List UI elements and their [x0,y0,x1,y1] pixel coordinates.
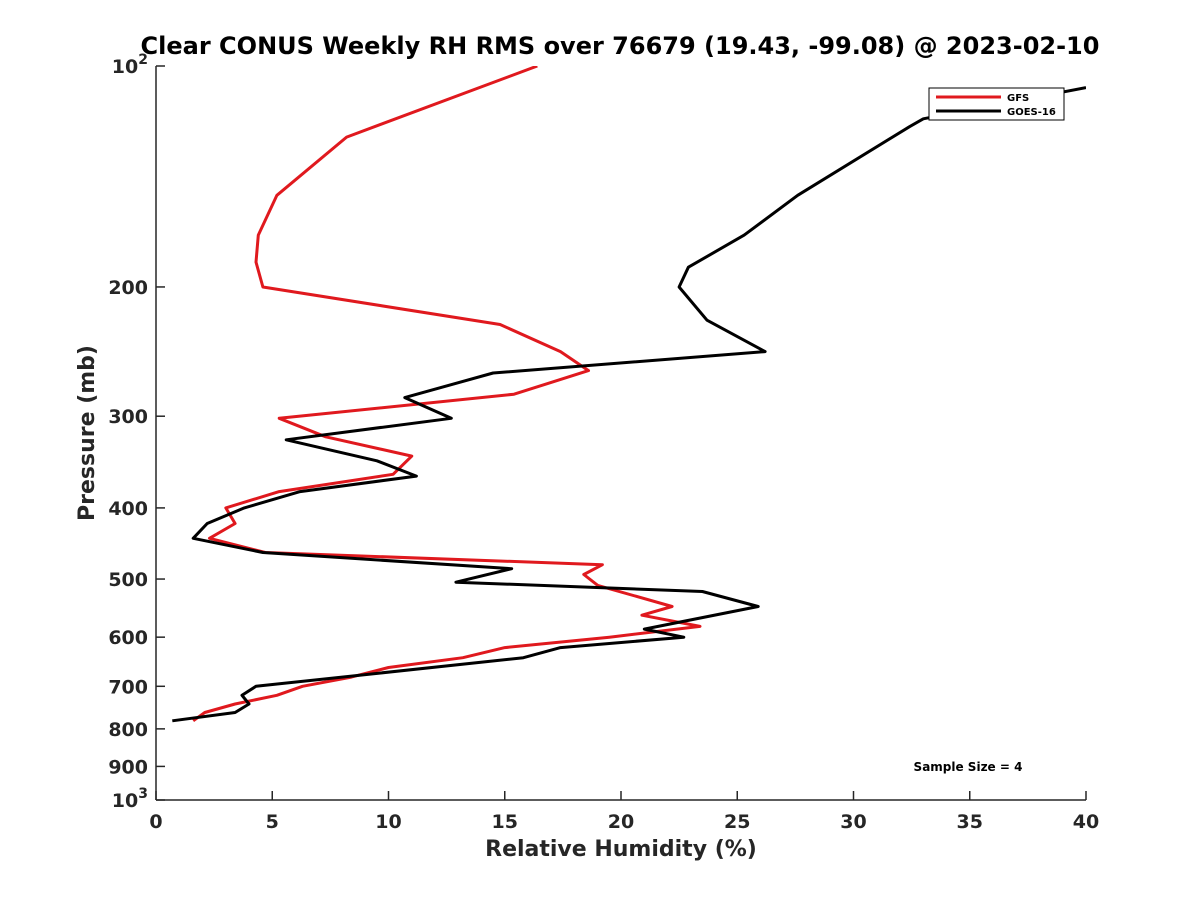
y-tick-label: 400 [108,498,148,520]
y-tick-label: 103 [112,786,148,812]
series-line-gfs [192,66,702,723]
legend-label: GOES-16 [1007,107,1056,118]
y-tick-label: 200 [108,277,148,299]
x-axis-label: Relative Humidity (%) [485,837,757,862]
y-tick-base: 10 [112,56,138,78]
x-tick-label: 0 [149,811,162,833]
legend: GFS GOES-16 [928,87,1065,121]
x-tick-label: 40 [1073,811,1099,833]
x-tick-label: 20 [608,811,634,833]
series-layer [172,66,1086,723]
y-tick-base: 10 [112,790,138,812]
x-tick-label: 5 [266,811,279,833]
x-tick-label: 15 [492,811,518,833]
x-tick-label: 10 [375,811,401,833]
x-tick-label: 30 [840,811,866,833]
y-tick-exponent: 2 [138,52,148,68]
y-tick-label: 700 [108,676,148,698]
sample-size-annotation: Sample Size = 4 [914,760,1023,774]
x-tick-label: 35 [957,811,983,833]
x-tick-label: 25 [724,811,750,833]
y-tick-label: 500 [108,569,148,591]
y-tick-label: 800 [108,719,148,741]
y-tick-label: 600 [108,627,148,649]
y-tick-label: 300 [108,406,148,428]
legend-label: GFS [1007,93,1029,104]
legend-box [928,87,1065,121]
legend-entries: GFS GOES-16 [936,93,1056,118]
series-line-goes-16 [172,86,1086,723]
y-tick-exponent: 3 [138,786,148,802]
y-tick-label: 900 [108,756,148,778]
chart-title: Clear CONUS Weekly RH RMS over 76679 (19… [141,32,1100,60]
x-axis-ticks: 0 5 10 15 20 25 30 35 40 [149,791,1099,833]
y-tick-label: 102 [112,52,148,78]
y-axis-label: Pressure (mb) [75,345,100,521]
